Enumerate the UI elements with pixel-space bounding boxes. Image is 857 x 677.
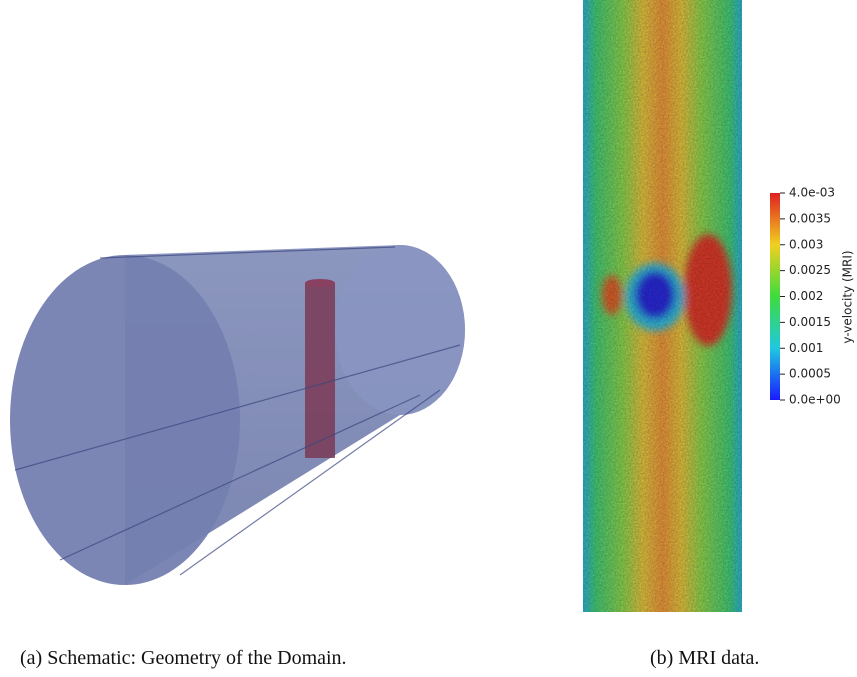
tick-label: 0.0025 xyxy=(789,263,831,277)
mri-heatmap xyxy=(583,0,742,612)
figure: y-velocity (MRI) (a) Schematic: Geometry… xyxy=(0,0,857,677)
page: y-velocity (MRI) (a) Schematic: Geometry… xyxy=(0,0,857,677)
tick-label: 0.002 xyxy=(789,289,823,303)
cylinder-schematic xyxy=(10,245,465,585)
tick-label: 0.001 xyxy=(789,341,823,355)
colorbar-scale xyxy=(770,193,780,400)
tick-label: 0.0e+00 xyxy=(789,393,841,407)
colorbar-title: y-velocity (MRI) xyxy=(841,250,855,343)
tick-label: 0.0005 xyxy=(789,367,831,381)
tick-label: 4.0e-03 xyxy=(789,186,835,200)
caption: (b) MRI data. xyxy=(650,647,759,669)
caption: (a) Schematic: Geometry of the Domain. xyxy=(20,647,347,669)
tick-label: 0.0015 xyxy=(789,315,831,329)
tick-label: 0.0035 xyxy=(789,211,831,225)
tick-label: 0.003 xyxy=(789,237,823,251)
